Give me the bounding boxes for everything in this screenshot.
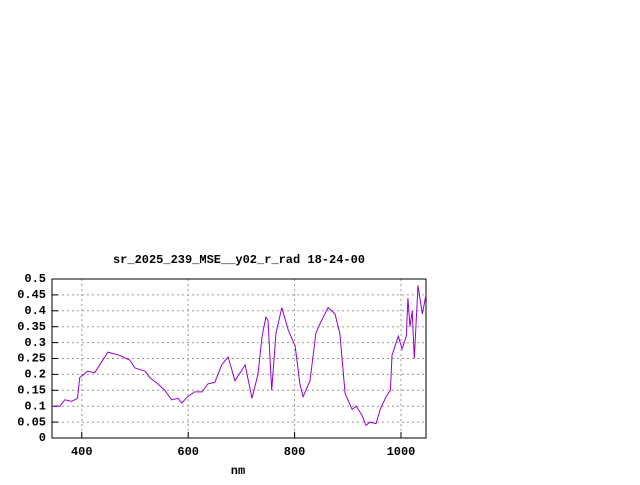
y-tick-label: 0.15 xyxy=(17,383,46,397)
y-tick-label: 0.35 xyxy=(17,320,46,334)
x-tick-label: 600 xyxy=(177,445,199,459)
x-tick-label: 400 xyxy=(71,445,93,459)
y-tick-label: 0.4 xyxy=(24,304,46,318)
plot-border xyxy=(51,278,427,439)
y-tick-label: 0.2 xyxy=(24,368,46,382)
x-tick-label: 800 xyxy=(284,445,306,459)
x-tick-label: 1000 xyxy=(387,445,416,459)
y-tick-label: 0 xyxy=(39,431,46,445)
y-tick-label: 0.05 xyxy=(17,415,46,429)
y-tick-label: 0.3 xyxy=(24,336,46,350)
y-tick-label: 0.5 xyxy=(24,272,46,286)
data-line xyxy=(52,285,427,427)
y-tick-label: 0.45 xyxy=(17,288,46,302)
y-tick-label: 0.1 xyxy=(24,399,46,413)
x-axis-label: nm xyxy=(231,464,245,478)
chart-title: sr_2025_239_MSE__y02_r_rad 18-24-00 xyxy=(113,253,365,267)
y-tick-label: 0.25 xyxy=(17,352,46,366)
